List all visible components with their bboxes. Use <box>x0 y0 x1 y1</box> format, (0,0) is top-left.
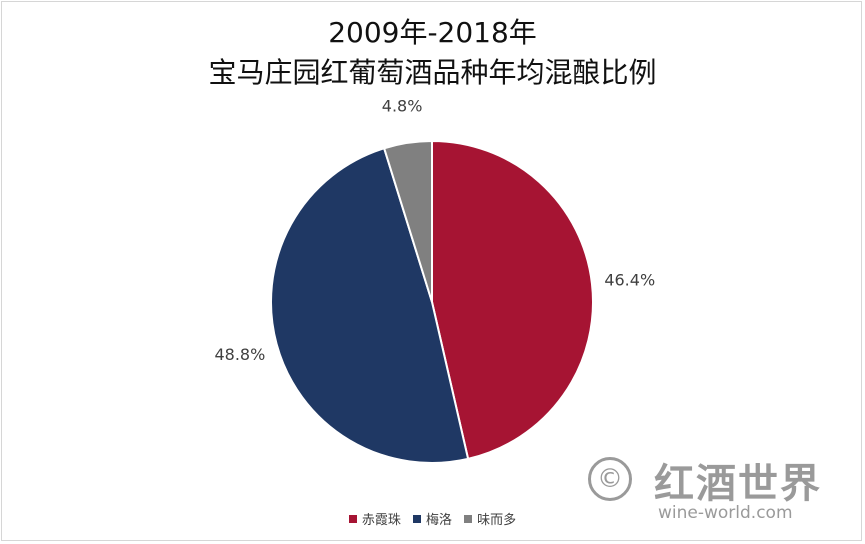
slice-petit-verdot <box>382 139 433 303</box>
chart-title: 2009年-2018年 <box>328 16 537 49</box>
legend-label-petit-verdot: 味而多 <box>477 513 517 528</box>
watermark-url: wine-world.com <box>658 503 793 523</box>
slice-cabernet <box>431 139 594 461</box>
label-merlot: 48.8% <box>214 345 265 364</box>
label-cabernet: 46.4% <box>604 271 655 290</box>
copyright-icon: © <box>588 457 632 501</box>
legend: 赤霞珠 梅洛 味而多 <box>0 509 865 528</box>
pie-slices <box>270 139 594 464</box>
legend-swatch-merlot <box>412 514 421 523</box>
watermark-logo: 红酒世界 <box>654 461 822 507</box>
legend-item-merlot: 梅洛 <box>412 509 452 528</box>
legend-label-merlot: 梅洛 <box>425 513 452 528</box>
slice-merlot <box>270 147 470 464</box>
pie-labels: 46.4% 48.8% 4.8% <box>214 96 655 364</box>
legend-item-cabernet: 赤霞珠 <box>348 509 401 528</box>
legend-swatch-petit-verdot <box>464 514 473 523</box>
chart-subtitle: 宝马庄园红葡萄酒品种年均混酿比例 <box>208 56 657 89</box>
legend-label-cabernet: 赤霞珠 <box>361 513 401 528</box>
legend-item-petit-verdot: 味而多 <box>464 509 516 528</box>
watermark: © 红酒世界 wine-world.com <box>588 455 838 525</box>
label-petit-verdot: 4.8% <box>382 96 423 115</box>
legend-swatch-cabernet <box>348 514 357 523</box>
